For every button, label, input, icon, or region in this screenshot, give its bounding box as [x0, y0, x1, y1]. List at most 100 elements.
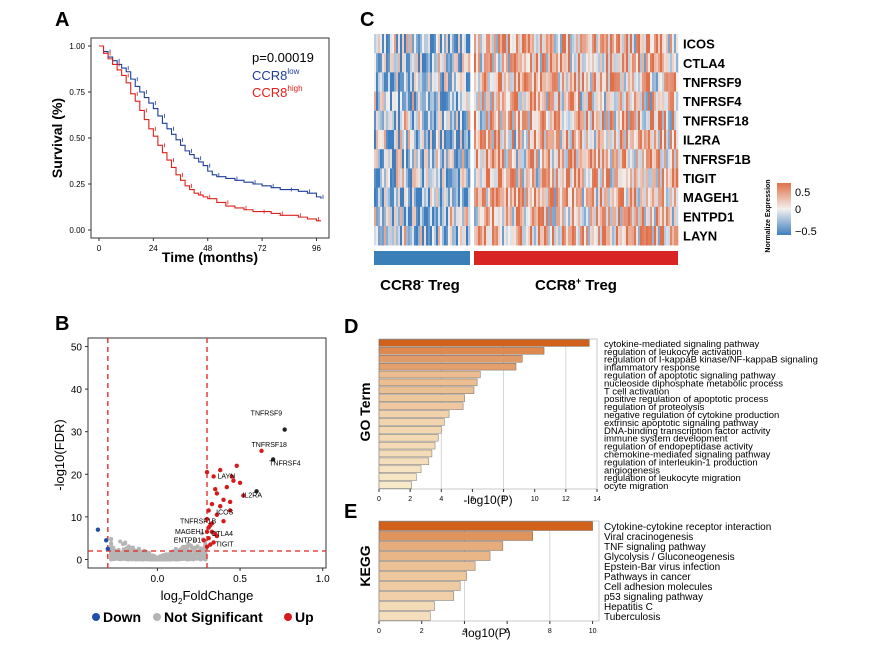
- heatmap-cell: [632, 149, 635, 169]
- heatmap-cell: [670, 34, 673, 54]
- heatmap-cell: [432, 72, 435, 92]
- volcano-labeled-point: [201, 538, 206, 543]
- heatmap-cell: [516, 168, 519, 188]
- heatmap-cell: [524, 206, 527, 227]
- heatmap-cell: [454, 34, 457, 54]
- heatmap-cell: [624, 168, 627, 188]
- heatmap-cell: [508, 72, 511, 92]
- heatmap-cell: [668, 149, 671, 169]
- heatmap-cell: [526, 91, 529, 112]
- heatmap-cell: [560, 168, 563, 188]
- heatmap-cell: [668, 53, 671, 73]
- heatmap-cell: [536, 149, 539, 169]
- heatmap-cell: [468, 53, 471, 73]
- bar-x-tick-label: 10: [589, 628, 597, 635]
- heatmap-cell: [408, 130, 411, 150]
- heatmap-cell: [628, 149, 631, 169]
- heatmap-cell: [482, 149, 485, 169]
- heatmap-cell: [394, 53, 397, 73]
- heatmap-cell: [570, 168, 573, 188]
- heatmap-cell: [656, 72, 659, 92]
- heatmap-cell: [458, 226, 461, 246]
- heatmap-cell: [584, 206, 587, 227]
- heatmap-cell: [546, 91, 549, 112]
- heatmap-cell: [514, 34, 517, 54]
- heatmap-cell: [500, 206, 503, 227]
- heatmap-cell: [550, 72, 553, 92]
- heatmap-cell: [670, 91, 673, 112]
- heatmap-cell: [532, 130, 535, 150]
- heatmap-cell: [380, 187, 383, 208]
- heatmap-cell: [418, 149, 421, 169]
- heatmap-cell: [566, 53, 569, 73]
- heatmap-cell: [602, 226, 605, 246]
- heatmap-cell: [600, 53, 603, 73]
- heatmap-cell: [564, 226, 567, 246]
- heatmap-cell: [448, 206, 451, 227]
- heatmap-cell: [520, 187, 523, 208]
- volcano-ns-point: [128, 553, 133, 558]
- heatmap-cell: [402, 168, 405, 188]
- heatmap-cell: [452, 72, 455, 92]
- heatmap-cell: [528, 110, 531, 131]
- heatmap-cell: [624, 53, 627, 73]
- heatmap-cell: [456, 53, 459, 73]
- heatmap-cell: [424, 149, 427, 169]
- heatmap-cell: [468, 187, 471, 208]
- heatmap-cell: [564, 53, 567, 73]
- volcano-up-point: [213, 487, 218, 492]
- heatmap-cell: [446, 149, 449, 169]
- heatmap-cell: [642, 130, 645, 150]
- heatmap-cell: [632, 34, 635, 54]
- bar-x-tick-label: 14: [593, 496, 601, 503]
- bar-7: [378, 394, 465, 402]
- heatmap-cell: [596, 168, 599, 188]
- heatmap-cell: [422, 91, 425, 112]
- heatmap-cell: [514, 187, 517, 208]
- heatmap-cell: [666, 187, 669, 208]
- heatmap-cell: [510, 72, 513, 92]
- heatmap-cell: [392, 72, 395, 92]
- bar-12: [378, 434, 439, 442]
- heatmap-cell: [412, 149, 415, 169]
- heatmap-cell: [598, 130, 601, 150]
- heatmap-cell: [504, 130, 507, 150]
- bar-x-tick-label: 0: [377, 496, 381, 503]
- heatmap-cell: [426, 110, 429, 131]
- heatmap-cell: [406, 187, 409, 208]
- volcano-ns-points: [109, 531, 208, 562]
- heatmap-cell: [630, 34, 633, 54]
- heatmap-cell: [498, 187, 501, 208]
- heatmap-cell: [584, 168, 587, 188]
- heatmap-cell: [442, 72, 445, 92]
- heatmap-cell: [512, 187, 515, 208]
- heatmap-cell: [674, 34, 677, 54]
- heatmap-cell: [454, 168, 457, 188]
- heatmap-cell: [594, 110, 597, 131]
- heatmap-cell: [648, 72, 651, 92]
- heatmap-cell: [420, 34, 423, 54]
- heatmap-cell: [422, 206, 425, 227]
- bar-category-label: extrinsic apoptotic signaling pathway: [604, 418, 758, 429]
- heatmap-cell: [498, 149, 501, 169]
- heatmap-cell: [454, 206, 457, 227]
- heatmap-cell: [398, 34, 401, 54]
- heatmap-cell: [446, 34, 449, 54]
- heatmap-cell: [540, 110, 543, 131]
- heatmap-cell: [450, 72, 453, 92]
- heatmap-cell: [430, 53, 433, 73]
- heatmap-cell: [676, 110, 679, 131]
- expression-heatmap: ICOSCTLA4TNFRSF9TNFRSF4TNFRSF18IL2RATNFR…: [374, 34, 817, 294]
- volcano-labeled-point: [227, 508, 233, 513]
- heatmap-cell: [626, 53, 629, 73]
- heatmap-cell: [416, 130, 419, 150]
- heatmap-cell: [618, 168, 621, 188]
- heatmap-cell: [606, 110, 609, 131]
- heatmap-cell: [580, 110, 583, 131]
- heatmap-cell: [474, 130, 477, 150]
- heatmap-cell: [608, 206, 611, 227]
- heatmap-cell: [484, 206, 487, 227]
- heatmap-cell: [584, 91, 587, 112]
- heatmap-cell: [538, 130, 541, 150]
- volcano-y-label: -log10(FDR): [52, 419, 67, 491]
